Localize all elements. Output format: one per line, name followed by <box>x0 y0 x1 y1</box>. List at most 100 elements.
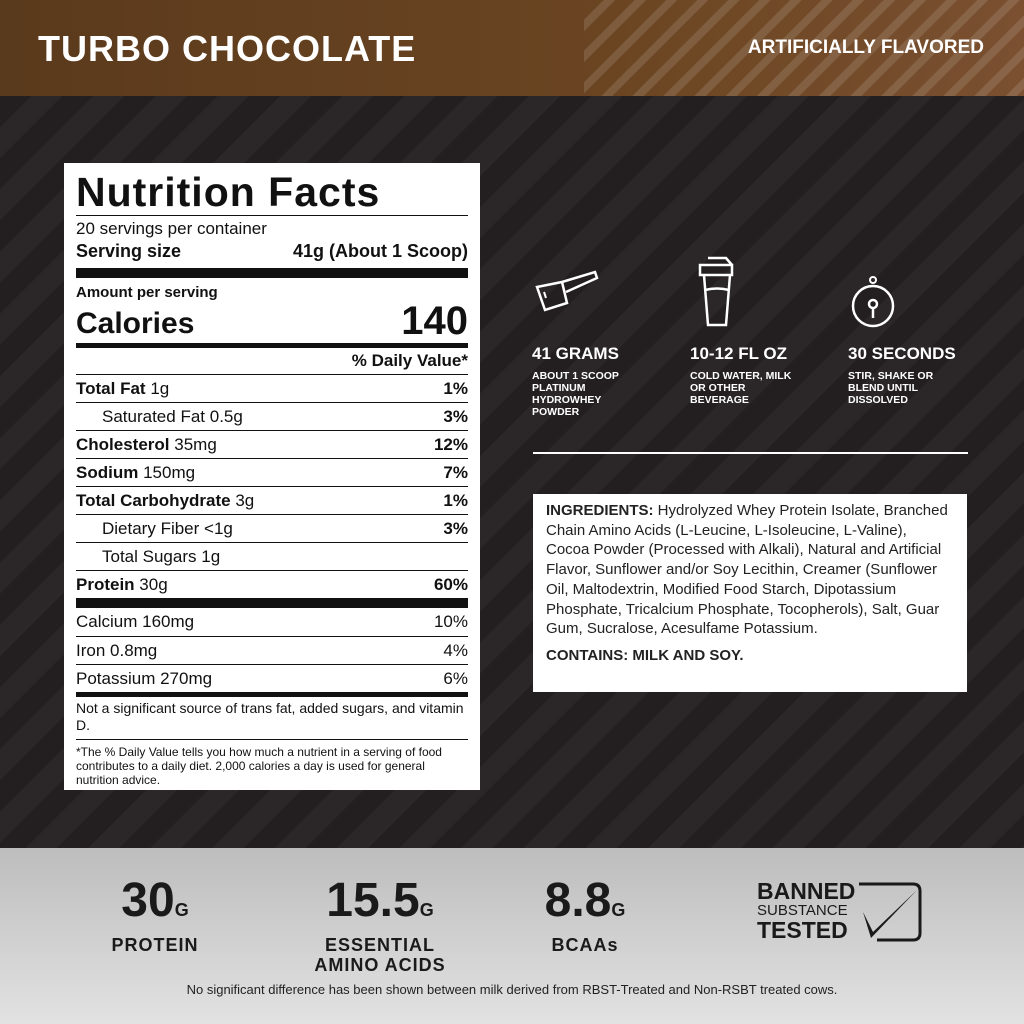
scoop-icon <box>532 270 672 330</box>
mineral-dv: 10% <box>433 612 468 631</box>
nutrient-amount: 30g <box>139 574 168 594</box>
calories-row: Calories 140 <box>76 301 468 348</box>
badge-line3: TESTED <box>757 917 848 943</box>
nutrient-dv: 1% <box>443 490 468 510</box>
allergen-statement: CONTAINS: MILK AND SOY. <box>546 646 744 664</box>
direction-3: 30 SECONDS STIR, SHAKE OR BLEND UNTIL DIS… <box>848 270 988 406</box>
stat-1: 30G PROTEIN <box>95 874 215 956</box>
nutrient-row: Total Carbohydrate 3g 1% <box>76 486 468 514</box>
nutrient-row: Cholesterol 35mg 12% <box>76 430 468 458</box>
nutrient-amount: 150mg <box>143 462 196 482</box>
direction-sub: STIR, SHAKE OR BLEND UNTIL DISSOLVED <box>848 370 934 406</box>
ingredients-label: INGREDIENTS: <box>546 502 654 519</box>
nutrient-label: Saturated Fat <box>102 406 206 426</box>
servings: 20 servings per container <box>76 219 267 238</box>
serving-size-value: 41g (About 1 Scoop) <box>293 241 468 261</box>
nutrient-name: Protein 30g <box>76 575 168 595</box>
divider <box>533 452 968 454</box>
stat-value: 8.8 <box>544 874 612 927</box>
rbst-disclaimer: No significant difference has been shown… <box>186 982 838 997</box>
stat-value: 30 <box>121 874 175 927</box>
stat-unit: G <box>419 900 434 920</box>
mineral-dv: 6% <box>443 668 468 688</box>
nutrient-amount: 1g <box>150 378 170 398</box>
dv-header: % Daily Value* <box>351 351 468 370</box>
nutrient-name: Total Sugars 1g <box>76 547 220 567</box>
stat-unit: G <box>174 900 189 920</box>
stat-label: PROTEIN <box>111 935 199 955</box>
nutrient-label: Protein <box>76 574 135 594</box>
nutrient-dv: 60% <box>433 574 468 594</box>
calories-value: 140 <box>401 299 468 343</box>
stat-unit: G <box>611 900 626 920</box>
mineral-name: Calcium 160mg <box>76 612 195 631</box>
mineral-row: Iron 0.8mg 4% <box>76 636 468 664</box>
nutrient-name: Saturated Fat 0.5g <box>76 407 243 427</box>
flavor-note: ARTIFICIALLY FLAVORED <box>747 37 984 58</box>
nutrient-label: Total Sugars <box>102 546 197 566</box>
nutrient-label: Dietary Fiber <box>102 518 200 538</box>
nutrient-amount: 3g <box>235 490 255 510</box>
nutrient-name: Total Carbohydrate 3g <box>76 491 254 511</box>
nutrient-dv: 3% <box>443 406 468 426</box>
nutrient-row: Total Fat 1g 1% <box>76 374 468 402</box>
direction-title: 30 SECONDS <box>848 344 956 363</box>
timer-icon <box>848 270 988 330</box>
nutrient-row: Protein 30g 60% <box>76 570 468 598</box>
ingredients-box: INGREDIENTS: Hydrolyzed Whey Protein Iso… <box>533 494 967 692</box>
nutrient-dv: 1% <box>443 378 468 398</box>
product-title: TURBO CHOCOLATE <box>38 28 417 69</box>
nutrient-amount: 1g <box>201 546 221 566</box>
mineral-dv: 4% <box>443 640 468 660</box>
stripe-pattern <box>584 0 1024 96</box>
header-banner: TURBO CHOCOLATE ARTIFICIALLY FLAVORED <box>0 0 1024 96</box>
direction-2: 10-12 FL OZ COLD WATER, MILK OR OTHER BEV… <box>690 255 830 406</box>
stat-label: BCAAs <box>551 935 619 955</box>
nutrition-facts-label: Nutrition Facts 20 servings per containe… <box>64 163 480 790</box>
nutrient-amount: 0.5g <box>209 406 243 426</box>
ingredients-text: Hydrolyzed Whey Protein Isolate, Branche… <box>546 502 948 638</box>
label-title: Nutrition Facts <box>76 169 468 216</box>
mineral-row: Potassium 270mg 6% <box>76 664 468 692</box>
nutrient-label: Sodium <box>76 462 139 482</box>
nutrient-dv: 12% <box>433 434 468 454</box>
direction-sub: ABOUT 1 SCOOP PLATINUM HYDROWHEY POWDER <box>532 370 619 418</box>
mineral-name: Iron 0.8mg <box>76 640 158 660</box>
stat-3: 8.8G BCAAs <box>525 874 645 956</box>
mineral-name: Potassium 270mg <box>76 668 213 688</box>
nutrient-name: Dietary Fiber <1g <box>76 519 233 539</box>
direction-title: 41 GRAMS <box>532 344 619 363</box>
stats-bar: 30G PROTEIN 15.5G ESSENTIAL AMINO ACIDS 8.8G… <box>0 848 1024 1024</box>
nutrient-row: Total Sugars 1g <box>76 542 468 570</box>
nutrient-name: Sodium 150mg <box>76 463 195 483</box>
nutrient-row: Saturated Fat 0.5g 3% <box>76 402 468 430</box>
direction-title: 10-12 FL OZ <box>690 344 787 363</box>
amount-per-serving: Amount per serving <box>76 284 218 301</box>
nutrient-amount: 35mg <box>174 434 217 454</box>
direction-1: 41 GRAMS ABOUT 1 SCOOP PLATINUM HYDROWHEY… <box>532 270 672 418</box>
stat-label: ESSENTIAL AMINO ACIDS <box>314 935 446 975</box>
stat-2: 15.5G ESSENTIAL AMINO ACIDS <box>295 874 465 976</box>
serving-size: Serving size 41g (About 1 Scoop) <box>76 240 468 278</box>
nutrient-name: Total Fat 1g <box>76 379 169 399</box>
calories-label: Calories <box>76 307 195 340</box>
badge-line1: BANNED <box>757 878 856 904</box>
badge-line2: SUBSTANCE <box>757 902 848 919</box>
nutrient-label: Cholesterol <box>76 434 170 454</box>
checkmark-icon <box>859 882 922 942</box>
not-significant-note: Not a significant source of trans fat, a… <box>76 692 468 739</box>
serving-size-label: Serving size <box>76 241 182 261</box>
nutrient-row: Dietary Fiber <1g 3% <box>76 514 468 542</box>
nutrient-label: Total Fat <box>76 378 146 398</box>
stat-value: 15.5 <box>326 874 420 927</box>
nutrient-name: Cholesterol 35mg <box>76 435 217 455</box>
direction-sub: COLD WATER, MILK OR OTHER BEVERAGE <box>690 370 792 406</box>
nutrient-amount: <1g <box>204 518 233 538</box>
banned-substance-badge: BANNED SUBSTANCE TESTED <box>757 878 922 943</box>
shaker-icon <box>690 255 830 330</box>
footnote: *The % Daily Value tells you how much a … <box>76 739 468 787</box>
nutrient-row: Sodium 150mg 7% <box>76 458 468 486</box>
nutrient-dv: 3% <box>443 518 468 538</box>
nutrient-label: Total Carbohydrate <box>76 490 231 510</box>
nutrient-dv: 7% <box>443 462 468 482</box>
